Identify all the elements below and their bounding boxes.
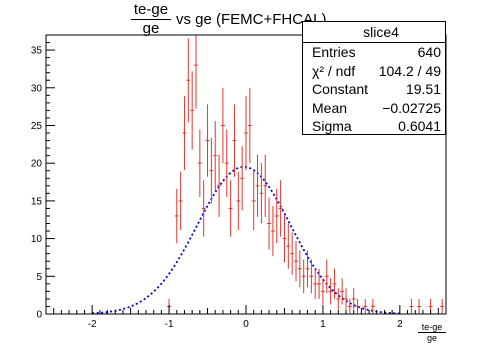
histogram-bin [194,35,198,109]
x-axis-label: te-ge ge [418,322,446,343]
histogram-bin [274,188,279,244]
stats-row-entries: Entries 640 [303,43,445,62]
stats-key: χ² / ndf [312,62,356,79]
histogram-bin [363,298,368,314]
histogram-bin [440,298,445,314]
y-tick-label: 0 [36,310,42,321]
stats-value: 0.6041 [398,118,441,135]
histogram-bin [294,241,298,282]
x-tick-label: 1 [320,319,326,330]
x-tick-label: 2 [397,319,403,330]
y-tick-label: 15 [31,196,43,207]
histogram-bin [205,104,210,177]
stats-row-sigma: Sigma 0.6041 [303,117,445,136]
histogram-bin [328,278,333,305]
stats-row-mean: Mean −0.02725 [303,99,445,118]
histogram-bin [251,171,256,231]
stats-value: 640 [417,44,441,60]
x-axis-label-numerator: te-ge [418,322,446,333]
stats-box-title: slice4 [303,22,445,43]
histogram-bin [355,298,360,314]
stats-key: Constant [312,81,369,98]
histogram-bin [236,171,241,231]
stats-key: Sigma [312,118,352,135]
histogram-bin [259,163,264,224]
y-tick-label: 30 [31,83,43,94]
chart-title: vs ge (FEMC+FHCAL) [176,11,327,28]
histogram-bin [213,121,218,191]
title-fraction-denominator: ge [142,20,160,37]
histogram-bin [371,298,375,314]
histogram-bins [167,35,445,314]
histogram-bin [209,137,214,204]
title-fraction: te-ge ge [131,2,171,37]
x-tick-label: -2 [88,319,97,330]
stats-key: Mean [312,99,348,116]
histogram-bin [351,288,356,310]
histogram-bin [344,288,348,310]
stats-value: 19.51 [405,81,441,98]
x-axis-label-denominator: ge [426,333,437,343]
histogram-bin [240,146,245,211]
y-tick-label: 20 [31,159,43,170]
histogram-bin [201,180,206,237]
stats-value: 104.2 / 49 [378,62,441,79]
histogram-bin [286,223,291,269]
histogram-bin [217,154,221,217]
stats-key: Entries [312,44,356,60]
y-tick-label: 5 [36,272,42,283]
histogram-bin [228,180,233,237]
histogram-bin [263,154,268,217]
histogram-bin [297,250,302,288]
histogram-bin [336,288,341,310]
histogram-bin [244,96,248,170]
histogram-bin [278,180,283,237]
histogram-bin [178,171,183,231]
histogram-bin [255,154,260,217]
histogram-bin [332,268,337,299]
stats-row-constant: Constant 19.51 [303,80,445,99]
y-tick-label: 35 [31,46,43,57]
histogram-bin [313,268,318,299]
histogram-bin [182,96,187,170]
histogram-bin [224,129,229,197]
histogram-bin [247,87,252,164]
y-tick-label: 10 [31,234,43,245]
histogram-bin [340,278,345,305]
y-tick-label: 25 [31,121,43,132]
histogram-bin [290,232,295,276]
histogram-bin [301,259,306,294]
x-tick-label: 0 [243,319,249,330]
histogram-bin [186,38,191,123]
histogram-bin [232,104,237,177]
histogram-bin [321,278,325,305]
histogram-bin [347,298,352,314]
histogram-bin [267,197,271,250]
histogram-bin [409,298,414,314]
title-fraction-numerator: te-ge [131,2,171,20]
histogram-bin [417,298,421,314]
stats-row-chi2: χ² / ndf 104.2 / 49 [303,62,445,81]
histogram-bin [221,87,225,164]
histogram-bin [282,214,287,263]
histogram-bin [324,259,329,294]
histogram-bin [190,71,195,150]
histogram-bin [309,259,314,294]
histogram-bin [197,129,202,197]
histogram-bin [305,250,310,288]
stats-value: −0.02725 [382,99,441,116]
stats-box: slice4 Entries 640 χ² / ndf 104.2 / 49 C… [302,21,446,135]
histogram-bin [317,268,321,299]
histogram-bin [174,188,179,244]
x-tick-label: -1 [165,319,174,330]
histogram-bin [271,206,275,257]
